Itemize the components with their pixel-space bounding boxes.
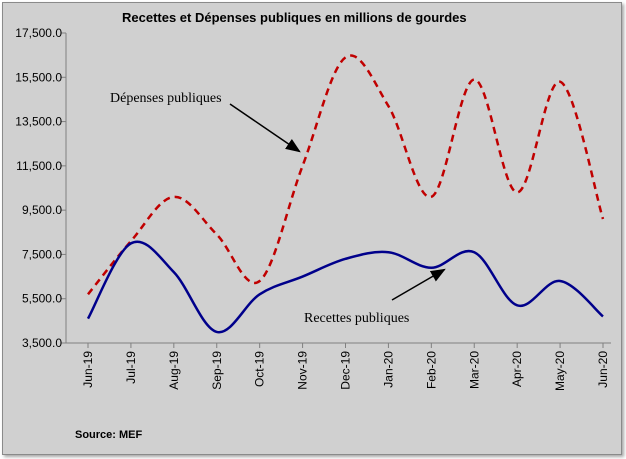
y-tick-label: 17,500.0	[15, 26, 62, 40]
y-tick-label: 7,500.0	[22, 247, 62, 261]
series-line-recettes	[86, 240, 604, 334]
annotations: Dépenses publiques Recettes publiques	[110, 91, 446, 326]
x-tick-label: Jan-20	[381, 351, 395, 388]
x-tick-label: Jun-19	[81, 351, 95, 388]
chart-title: Recettes et Dépenses publiques en millio…	[122, 10, 467, 25]
x-tick-label: Aug-19	[167, 351, 181, 390]
x-tick-label: Sep-19	[210, 351, 224, 390]
annotation-depenses: Dépenses publiques	[110, 91, 222, 106]
x-tick-label: Apr-20	[510, 351, 524, 387]
x-tick-label: Jun-20	[596, 351, 610, 388]
x-tick-label: Oct-19	[253, 351, 267, 387]
x-tick-label: Nov-19	[296, 351, 310, 390]
x-tick-label: Dec-19	[339, 351, 353, 390]
axes	[61, 32, 611, 348]
annotation-arrow-recettes	[391, 268, 446, 301]
y-tick-labels: 3,500.0 5,500.0 7,500.0 9,500.0 11,500.0 13,5…	[15, 26, 62, 350]
y-tick-label: 15,500.0	[15, 70, 62, 84]
source-note: Source: MEF	[75, 429, 143, 441]
x-tick-label: Jul-19	[124, 351, 138, 384]
y-tick-label: 9,500.0	[22, 203, 62, 217]
x-tick-label: Feb-20	[424, 351, 438, 389]
x-tick-label: Mar-20	[467, 351, 481, 389]
x-tick-label: May-20	[553, 351, 567, 391]
y-tick-label: 5,500.0	[22, 292, 62, 306]
x-tick-labels: Jun-19 Jul-19 Aug-19 Sep-19 Oct-19 Nov-19 Dec-…	[81, 351, 610, 391]
y-tick-label: 11,500.0	[16, 159, 62, 173]
annotation-arrow-depenses	[229, 103, 301, 153]
series-lines	[86, 54, 605, 334]
annotation-recettes: Recettes publiques	[304, 311, 409, 326]
series-line-depenses	[87, 54, 605, 296]
y-tick-label: 3,500.0	[22, 336, 62, 350]
y-tick-label: 13,500.0	[15, 115, 62, 129]
chart-frame	[2, 2, 622, 455]
